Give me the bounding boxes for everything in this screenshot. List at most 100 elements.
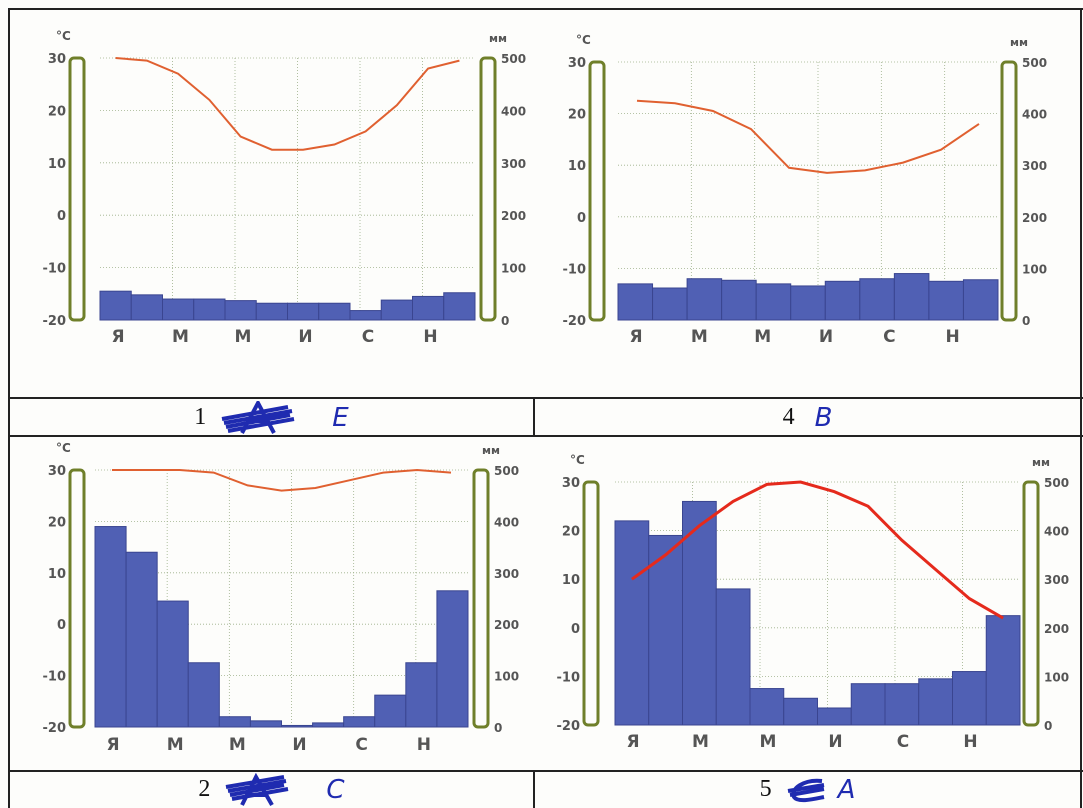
y-left-tick-label: 30 (562, 476, 580, 491)
precipitation-bar (94, 526, 127, 728)
precipitation-bar (125, 551, 158, 728)
x-month-label: М (235, 327, 252, 347)
y-left-tick-label: -10 (563, 262, 587, 277)
table-border-right (1080, 8, 1082, 808)
precipitation-bar (648, 534, 683, 726)
x-month-label: М (754, 327, 771, 347)
precipitation-bar (755, 283, 792, 321)
y-right-tick-label: 100 (494, 670, 519, 684)
temperature-line (631, 480, 1004, 620)
precipitation-bar (218, 716, 251, 728)
y-left-tick-label: 20 (568, 108, 586, 123)
caption-1: 1 Е (10, 400, 533, 435)
y-right-tick-label: 0 (1044, 719, 1052, 733)
handwritten-answer: А (837, 775, 856, 806)
x-month-label: М (229, 735, 246, 755)
y-right-tick-label: 300 (494, 567, 519, 581)
caption-number: 4 (782, 404, 795, 430)
caption-number: 5 (759, 776, 772, 802)
x-month-label: И (298, 327, 312, 347)
row-divider-2 (8, 435, 1083, 437)
caption-5: 5 А (535, 772, 1080, 806)
y-right-tick-label: 100 (1044, 670, 1069, 684)
precipitation-bar (817, 707, 852, 726)
precipitation-bar (349, 310, 382, 321)
temperature-line (115, 57, 460, 151)
y-right-tick-label: 100 (501, 262, 526, 276)
temperature-line (636, 99, 980, 174)
precipitation-bar (962, 279, 999, 321)
precipitation-bar (343, 716, 376, 728)
y-right-axis-label: мм (489, 32, 507, 45)
y-right-tick-label: 200 (1022, 211, 1047, 225)
precipitation-bar (374, 694, 407, 728)
precipitation-bar (405, 662, 438, 728)
temperature-axis-frame (68, 56, 86, 322)
precipitation-bar (130, 294, 163, 321)
y-right-tick-label: 200 (1044, 622, 1069, 636)
y-right-tick-label: 500 (494, 464, 519, 478)
y-left-tick-label: -20 (43, 721, 67, 736)
column-divider-top (533, 397, 535, 437)
y-left-tick-label: 30 (48, 464, 66, 479)
y-left-tick-label: 0 (57, 209, 66, 224)
x-month-label: М (692, 732, 709, 752)
precipitation-axis-frame (472, 468, 490, 729)
y-left-tick-label: 30 (48, 52, 66, 67)
precipitation-bar (884, 683, 920, 726)
precipitation-bar (652, 287, 688, 321)
y-right-axis-label: мм (482, 444, 500, 457)
precipitation-bar (893, 273, 930, 321)
y-left-tick-label: 30 (568, 56, 586, 71)
table-border-top (8, 8, 1083, 10)
precipitation-bar (162, 298, 195, 321)
x-month-label: М (167, 735, 184, 755)
precipitation-bar (224, 300, 257, 321)
precipitation-bar (749, 688, 785, 726)
column-divider-bottom (533, 770, 535, 808)
caption-4: 4 В (535, 400, 1080, 434)
y-right-tick-label: 500 (1022, 56, 1047, 70)
y-left-axis-label: °C (570, 453, 585, 467)
precipitation-bar (312, 722, 345, 728)
scribble-crossout (787, 779, 824, 803)
handwritten-answer: С (326, 775, 345, 806)
x-month-label: М (760, 732, 777, 752)
x-month-label: С (362, 327, 374, 347)
precipitation-bar (617, 283, 654, 321)
precipitation-bar (380, 299, 413, 321)
precipitation-bar (859, 278, 895, 321)
y-left-tick-label: 20 (48, 104, 66, 119)
x-month-label: С (355, 735, 367, 755)
x-month-label: М (691, 327, 708, 347)
precipitation-bar (287, 302, 320, 321)
table-border-left (8, 8, 10, 808)
y-left-tick-label: -20 (563, 314, 587, 329)
precipitation-bar (686, 278, 723, 321)
precipitation-bar (824, 280, 861, 321)
x-month-label: Н (423, 327, 437, 347)
y-right-tick-label: 0 (494, 721, 502, 735)
temperature-line (112, 468, 452, 492)
precipitation-bar (187, 662, 220, 728)
precipitation-bar (850, 683, 886, 726)
caption-2: 2 С (10, 772, 533, 807)
precipitation-bar (156, 600, 189, 728)
precipitation-bar (614, 520, 650, 726)
y-left-tick-label: 0 (577, 211, 586, 226)
x-month-label: Н (417, 735, 431, 755)
caption-number: 2 (198, 776, 211, 802)
y-left-tick-label: -10 (43, 670, 67, 685)
precipitation-axis-frame (1000, 60, 1018, 322)
caption-number: 1 (194, 404, 207, 430)
row-divider-1 (8, 397, 1083, 399)
y-left-axis-label: °C (56, 29, 71, 43)
precipitation-bar (443, 292, 476, 321)
precipitation-bar (99, 290, 132, 321)
precipitation-bar (985, 615, 1021, 726)
x-month-label: И (292, 735, 306, 755)
temperature-axis-frame (588, 60, 606, 322)
